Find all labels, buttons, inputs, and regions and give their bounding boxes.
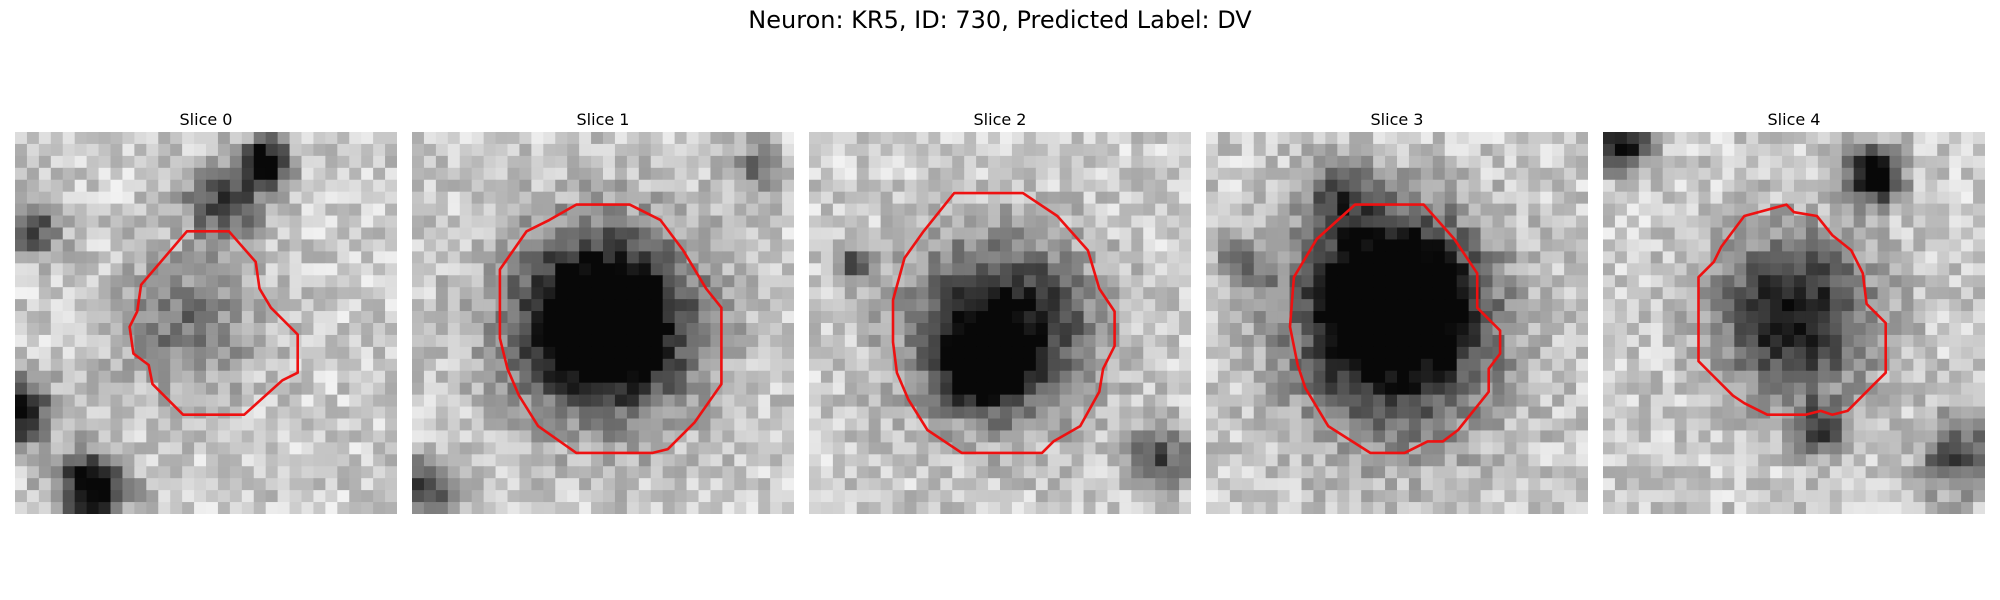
slice-image <box>1603 132 1985 514</box>
slice-panel-1: Slice 1 <box>412 108 794 514</box>
slice-image <box>809 132 1191 514</box>
roi-outline <box>498 203 723 455</box>
figure-title: Neuron: KR5, ID: 730, Predicted Label: D… <box>748 6 1252 34</box>
roi-outline <box>1288 203 1502 455</box>
roi-outline <box>128 230 300 417</box>
slice-image <box>412 132 794 514</box>
slice-panel-4: Slice 4 <box>1603 108 1985 514</box>
slice-title: Slice 3 <box>1370 110 1424 129</box>
slice-title: Slice 1 <box>576 110 630 129</box>
slice-image <box>1206 132 1588 514</box>
slice-panel-3: Slice 3 <box>1206 108 1588 514</box>
slice-title: Slice 2 <box>973 110 1027 129</box>
roi-outline <box>1697 203 1888 417</box>
slice-panel-0: Slice 0 <box>15 108 397 514</box>
slice-title: Slice 0 <box>179 110 233 129</box>
roi-outline <box>891 191 1116 455</box>
slice-panel-2: Slice 2 <box>809 108 1191 514</box>
slice-title: Slice 4 <box>1767 110 1821 129</box>
slice-image <box>15 132 397 514</box>
